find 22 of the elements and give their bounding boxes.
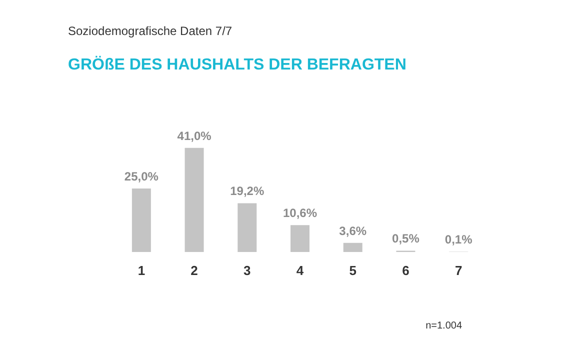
chart-subtitle: Soziodemografische Daten 7/7 — [68, 24, 232, 38]
data-label: 10,6% — [282, 206, 318, 220]
x-tick-label: 6 — [402, 263, 410, 278]
data-label: 3,6% — [339, 224, 367, 238]
bar — [290, 225, 310, 252]
data-label: 25,0% — [124, 170, 159, 184]
text: n=1.004 — [426, 320, 462, 332]
bar — [238, 203, 257, 252]
bar — [132, 188, 151, 252]
x-tick-label: 4 — [296, 263, 304, 278]
x-tick-label: 5 — [349, 263, 356, 278]
bar — [343, 242, 362, 252]
data-label: 41,0% — [177, 128, 212, 143]
x-tick-label: 7 — [454, 263, 462, 278]
x-tick-label: 1 — [138, 263, 146, 278]
data-label: 19,2% — [230, 184, 264, 198]
data-label: 0,1% — [444, 232, 473, 247]
bar — [184, 148, 204, 252]
x-tick-label: 2 — [190, 263, 198, 278]
chart-title: GRÖßE DES HAUSHALTS DER BEFRAGTEN — [68, 56, 406, 74]
data-label: 0,5% — [392, 232, 420, 246]
x-tick-label: 3 — [244, 263, 251, 278]
